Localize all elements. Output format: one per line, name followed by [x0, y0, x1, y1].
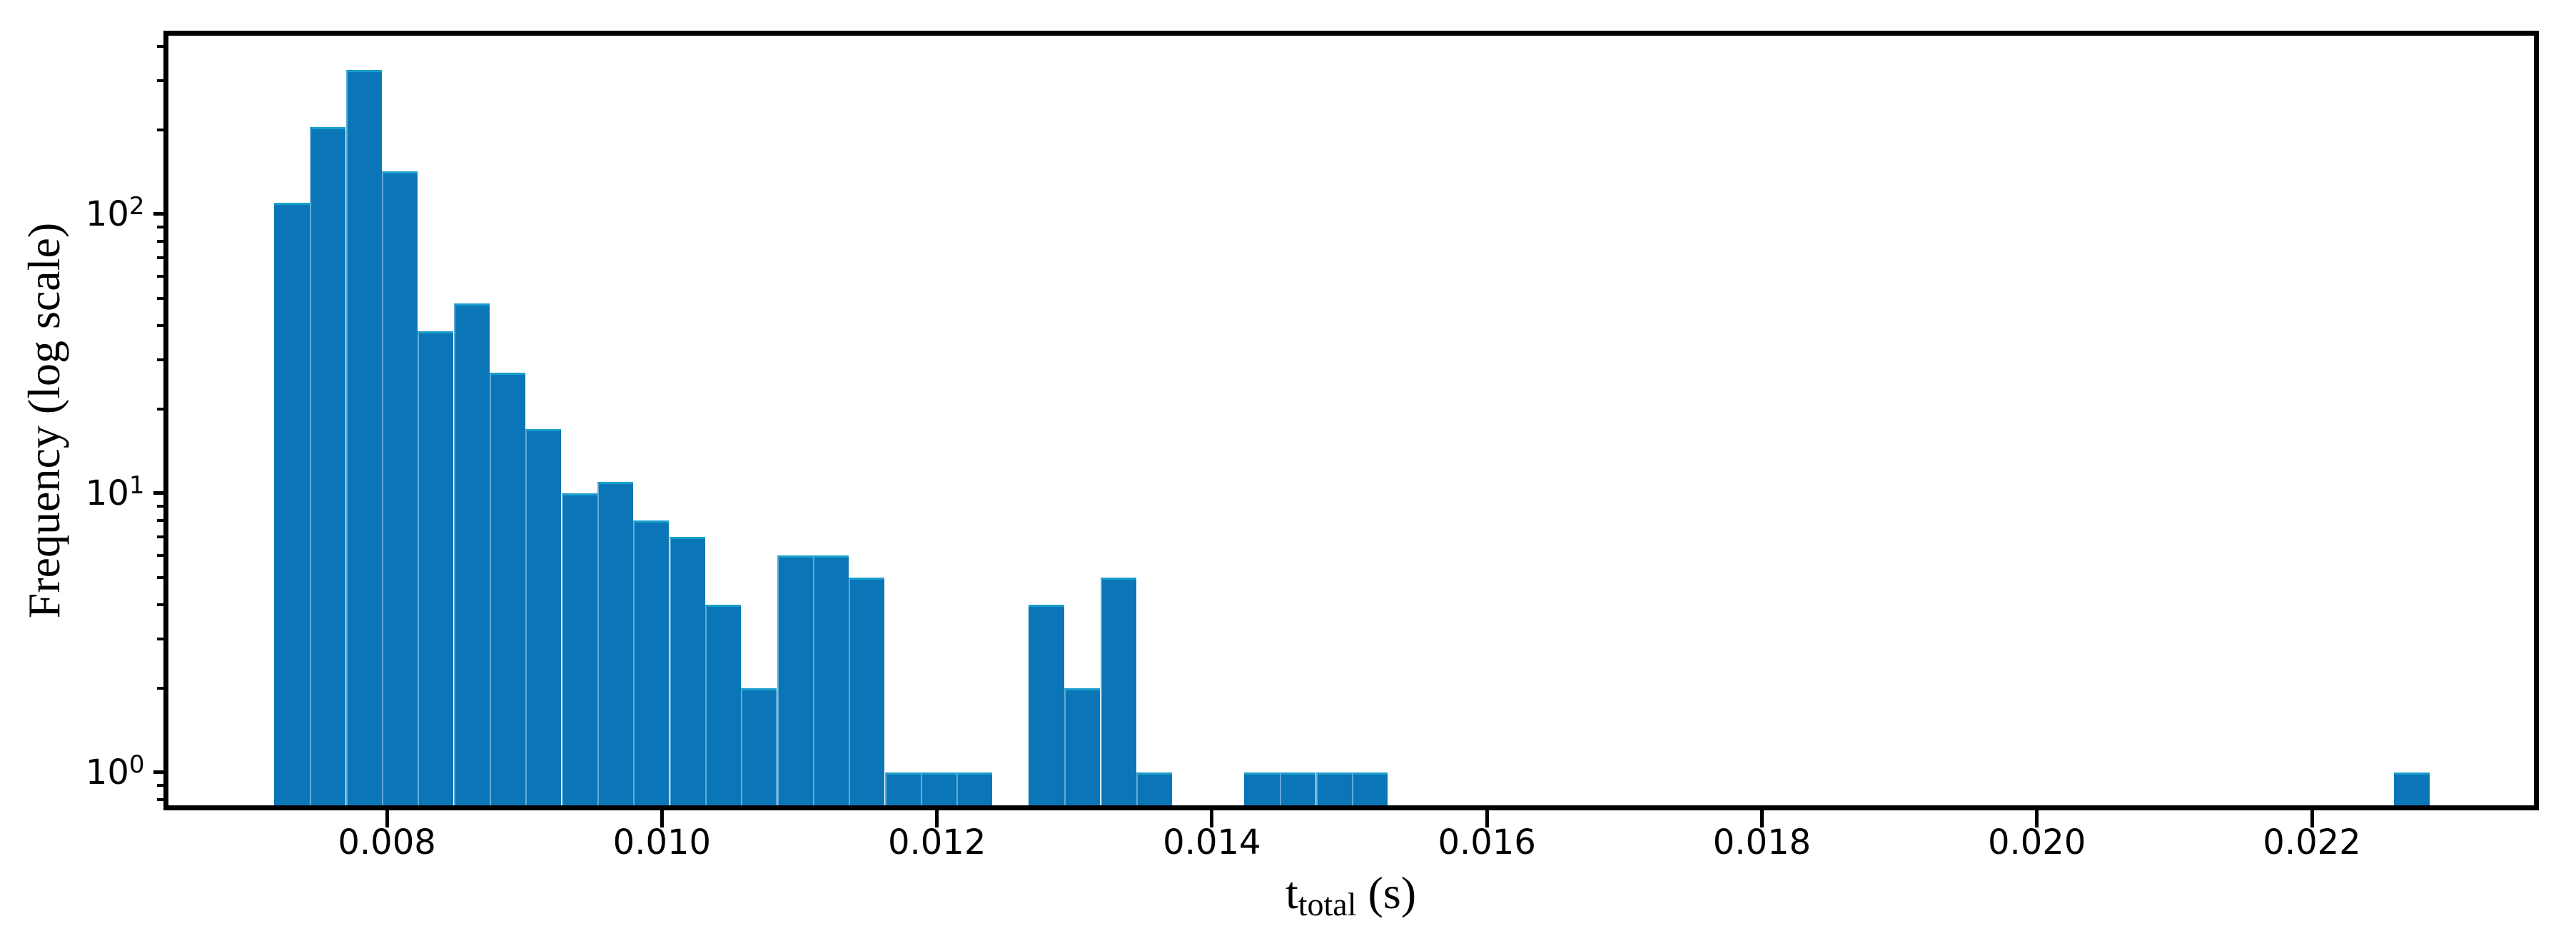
- histogram-bar: [561, 493, 597, 807]
- histogram-bar: [920, 772, 957, 807]
- y-axis-minor-tick: [156, 553, 163, 557]
- histogram-bar: [1028, 604, 1065, 807]
- x-axis-label-base: t: [1285, 867, 1298, 918]
- x-axis-tick: [660, 810, 664, 827]
- x-axis-tick-label: 0.022: [2263, 822, 2361, 862]
- histogram-bar: [956, 772, 993, 807]
- x-axis-tick: [1485, 810, 1489, 827]
- x-axis-label: ttotal (s): [1066, 867, 1637, 922]
- y-axis-minor-tick: [156, 225, 163, 228]
- y-axis-tick-label: 102: [85, 191, 145, 234]
- histogram-bar: [633, 520, 670, 807]
- y-axis-minor-tick: [156, 638, 163, 641]
- y-axis-minor-tick: [156, 518, 163, 522]
- y-axis-minor-tick: [156, 79, 163, 83]
- y-axis-tick: [153, 491, 163, 495]
- y-axis-minor-tick: [156, 239, 163, 243]
- x-axis-tick: [2035, 810, 2039, 827]
- y-axis-minor-tick: [156, 687, 163, 690]
- histogram-bar: [453, 303, 490, 807]
- x-axis-label-suffix: (s): [1356, 867, 1417, 918]
- histogram-bar: [777, 555, 813, 807]
- x-axis-tick-label: 0.008: [338, 822, 436, 862]
- histogram-bar: [1351, 772, 1388, 807]
- x-axis-tick: [1760, 810, 1764, 827]
- y-axis-minor-tick: [156, 408, 163, 411]
- histogram-bar: [525, 428, 562, 807]
- x-axis-label-subscript: total: [1298, 886, 1357, 922]
- x-axis-tick: [2310, 810, 2314, 827]
- x-axis-tick: [935, 810, 939, 827]
- histogram-bar: [381, 171, 418, 807]
- histogram-bar: [2393, 772, 2430, 807]
- histogram-bar: [669, 536, 705, 807]
- x-axis-tick-label: 0.020: [1987, 822, 2086, 862]
- histogram-bar: [418, 331, 454, 807]
- histogram-bar: [812, 555, 849, 807]
- x-axis-tick-label: 0.010: [612, 822, 712, 862]
- x-axis-tick: [385, 810, 389, 827]
- y-axis-minor-tick: [156, 504, 163, 508]
- y-axis-minor-tick: [156, 603, 163, 606]
- y-axis-minor-tick: [156, 44, 163, 48]
- y-axis-minor-tick: [156, 323, 163, 327]
- histogram-bar: [489, 373, 526, 807]
- y-axis-tick-label: 100: [85, 750, 145, 792]
- y-axis-tick: [153, 212, 163, 216]
- x-axis-tick: [1210, 810, 1214, 827]
- y-axis-minor-tick: [156, 575, 163, 579]
- histogram-bar: [741, 688, 777, 807]
- histogram-bar: [597, 481, 634, 807]
- x-axis-tick-label: 0.014: [1163, 822, 1261, 862]
- y-axis-label: Frequency (log scale): [19, 222, 69, 618]
- histogram-bar: [884, 772, 921, 807]
- histogram-bar: [1280, 772, 1316, 807]
- y-axis-minor-tick: [156, 797, 163, 801]
- y-axis-minor-tick: [156, 274, 163, 278]
- histogram-bar: [345, 70, 382, 807]
- histogram-bar: [704, 604, 742, 807]
- y-axis-tick: [153, 770, 163, 775]
- y-axis-minor-tick: [156, 535, 163, 538]
- y-axis-minor-tick: [156, 129, 163, 132]
- y-axis-tick-label: 101: [85, 470, 145, 513]
- histogram-bar: [1100, 577, 1136, 807]
- histogram-bar: [849, 577, 885, 807]
- x-axis-tick-label: 0.012: [887, 822, 986, 862]
- y-axis-minor-tick: [156, 256, 163, 259]
- histogram-bar: [310, 127, 346, 807]
- histogram-bar: [1064, 688, 1101, 807]
- histogram-bar: [1243, 772, 1281, 807]
- x-axis-tick-label: 0.016: [1438, 822, 1536, 862]
- y-axis-minor-tick: [156, 358, 163, 362]
- x-axis-tick-label: 0.018: [1712, 822, 1812, 862]
- histogram-bar: [1136, 772, 1173, 807]
- histogram-bar: [273, 202, 310, 807]
- y-axis-minor-tick: [156, 296, 163, 300]
- histogram-bar: [1315, 772, 1352, 807]
- y-axis-minor-tick: [156, 783, 163, 787]
